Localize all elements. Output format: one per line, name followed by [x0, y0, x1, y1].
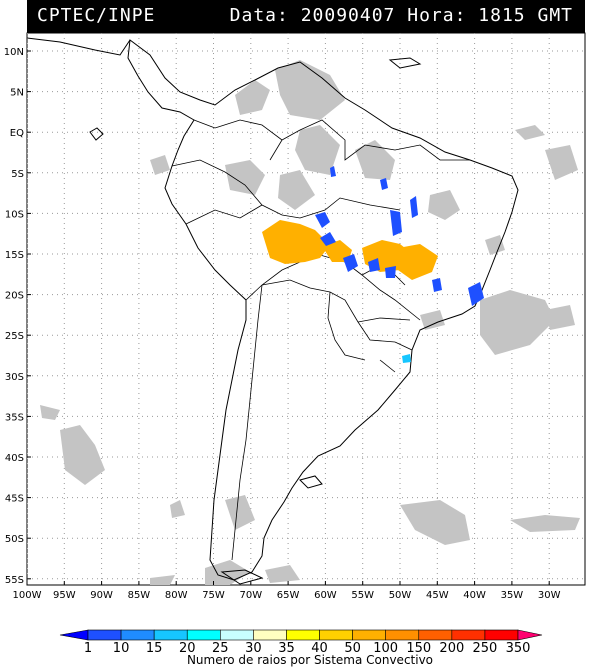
legend-swatch [352, 629, 386, 641]
legend-swatch [253, 629, 287, 641]
legend-swatch [120, 629, 155, 641]
lon-label: 35W [501, 590, 524, 601]
lon-label: 40W [463, 590, 486, 601]
date-label: Data: [229, 5, 289, 26]
legend-value: 15 [146, 641, 163, 656]
lat-label: 50S [5, 534, 24, 545]
time-label: Hora: [407, 5, 467, 26]
cloud-cover [40, 60, 580, 585]
legend-swatch [484, 629, 519, 641]
color-legend: 1 10 15 20 25 30 35 40 50 100 150 200 250 350 [59, 629, 543, 656]
lon-label: 65W [277, 590, 300, 601]
lat-label: 10N [4, 47, 24, 58]
legend-swatch [59, 629, 89, 641]
lon-label: 85W [128, 590, 151, 601]
legend-value: 20 [179, 641, 196, 656]
legend-swatch [418, 629, 453, 641]
lon-label: 30W [538, 590, 561, 601]
legend-swatch [451, 629, 486, 641]
coastlines [27, 37, 519, 585]
legend-swatch [385, 629, 420, 641]
lat-label: 35S [5, 412, 24, 423]
lon-label: 95W [53, 590, 76, 601]
lon-label: 80W [165, 590, 188, 601]
legend-value: 50 [344, 641, 361, 656]
legend-swatch [286, 629, 320, 641]
lat-label: 30S [5, 372, 24, 383]
lon-label: 45W [426, 590, 449, 601]
legend-value: 150 [406, 641, 431, 656]
legend-value: 1 [84, 641, 92, 656]
legend-swatch [186, 629, 221, 641]
lon-label: 90W [90, 590, 113, 601]
timestamp: Data: 20090407 Hora: 1815 GMT [230, 5, 573, 26]
lon-label: 70W [239, 590, 262, 601]
lat-label: 45S [5, 494, 24, 505]
legend-value: 30 [245, 641, 262, 656]
legend-value: 25 [212, 641, 229, 656]
convective-systems [262, 166, 484, 363]
org-label: CPTEC/INPE [37, 5, 156, 26]
title-bar: CPTEC/INPE Data: 20090407 Hora: 1815 GMT [27, 0, 585, 33]
lat-label: 55S [5, 575, 24, 586]
lon-label: 75W [202, 590, 225, 601]
longitude-labels: 100W 95W 90W 85W 80W 75W 70W 65W 60W 55W 50W 45W 40W… [13, 581, 561, 601]
lat-label: 20S [5, 291, 24, 302]
legend-swatch [153, 629, 188, 641]
legend-value: 40 [311, 641, 328, 656]
lat-label: EQ [10, 128, 24, 139]
lat-label: 25S [5, 331, 24, 342]
time-value: 1815 [478, 5, 526, 26]
lon-label: 100W [13, 590, 42, 601]
lat-label: 10S [5, 209, 24, 220]
legend-value: 100 [373, 641, 398, 656]
legend-value: 250 [473, 641, 498, 656]
lon-label: 50W [389, 590, 412, 601]
country-borders [171, 119, 470, 561]
legend-swatch [87, 629, 122, 641]
latitude-labels: 10N 5N EQ 5S 10S 15S 20S 25S 30S 35S 40S 45S 50S 55S [4, 47, 31, 586]
legend-swatch [319, 629, 353, 641]
legend-value: 10 [113, 641, 130, 656]
lat-label: 5N [10, 88, 24, 99]
legend-value: 35 [278, 641, 295, 656]
lat-label: 40S [5, 453, 24, 464]
legend-value: 200 [439, 641, 464, 656]
legend-swatch [220, 629, 254, 641]
legend-swatch [517, 629, 543, 641]
date-value: 20090407 [300, 5, 396, 26]
lat-label: 15S [5, 250, 24, 261]
lat-label: 5S [11, 169, 24, 180]
lon-label: 60W [314, 590, 337, 601]
timezone: GMT [537, 5, 573, 26]
legend-value: 350 [506, 641, 531, 656]
lon-label: 55W [351, 590, 374, 601]
legend-title: Numero de raios por Sistema Convectivo [187, 653, 433, 667]
